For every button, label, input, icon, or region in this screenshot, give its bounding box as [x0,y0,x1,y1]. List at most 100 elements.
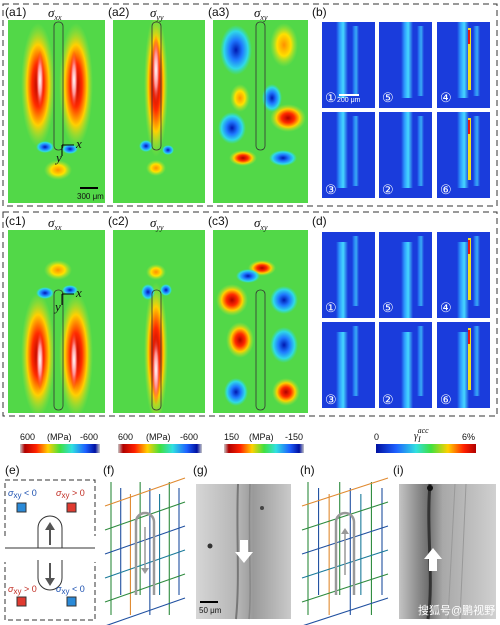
strain-map: ③ [322,112,375,198]
stress-lobe [146,264,166,280]
strain-band [401,112,413,188]
contour-map [213,230,308,413]
strain-map: ① [322,22,375,108]
colorbar-label: 600 [118,432,133,442]
stress-lobe [146,160,166,176]
blobs [139,20,174,176]
symbol: σ [254,215,261,230]
stress-lobe [44,260,72,280]
strain-map: ② [379,322,432,408]
stress-lobe [152,35,160,105]
strain-band [417,26,424,96]
colorbar-label: -150 [285,432,303,442]
contour-map [8,230,105,413]
particle [427,485,433,491]
panel-title: σxy [254,5,268,22]
symbol: σ [8,584,14,594]
symbol: σ [48,215,55,230]
stress-label: σxy > 0 [56,488,85,500]
colorbar-label: 6% [462,432,475,442]
subscript: xy [13,491,21,500]
colorbar-label: 600 [20,432,35,442]
stress-lobe [162,145,174,155]
marker: ① [325,90,337,105]
element-square [16,596,27,607]
stress-label: σxy < 0 [56,584,85,596]
strain-map: ⑥ [437,322,490,408]
subscript: xy [259,223,268,232]
stress-lobe [139,140,153,152]
subscript: yy [155,13,164,22]
symbol: σ [56,488,62,498]
marker: ④ [440,90,452,105]
colorbar-title: γIacc [414,426,429,444]
strain-band [457,332,469,408]
strain-band [352,116,359,186]
particle [260,506,264,510]
panel-label: (a2) [108,5,129,19]
symbol: σ [8,488,14,498]
panel-title: σyy [150,5,164,22]
strain-band [336,112,348,188]
axis-label: y [53,299,61,314]
blobs [218,23,306,166]
colorbar [20,444,100,453]
stress-lobe [141,284,155,300]
stress-lobe [44,160,72,180]
relation: > 0 [69,488,84,498]
dashed-frame [2,211,498,417]
slip-band [248,483,251,620]
subscript: xy [61,491,69,500]
stress-label: σxy < 0 [8,488,37,500]
scale-bar-label: 300 μm [77,192,104,201]
strain-band [401,242,413,318]
symbol: σ [150,5,157,20]
subscript: xx [53,13,62,22]
arrow-head [45,522,55,530]
slot [37,560,63,591]
slip-line [106,597,186,625]
stress-lobe [62,144,78,154]
strain-peak [468,120,470,134]
strain-map: ④ [437,232,490,318]
strain-peak [468,328,471,390]
marker: ③ [325,182,337,197]
panel-label: (g) [193,463,208,477]
dashed-frame [2,3,498,207]
direction-arrow [235,540,253,563]
stress-lobe [262,84,282,112]
direction-arrow [424,548,442,571]
marker: ⑥ [440,182,452,197]
stress-lobe [220,25,252,75]
slip-line [301,573,389,603]
colorbar [376,444,476,453]
colorbar-unit: (MPa) [47,432,72,442]
colorbar [224,444,304,453]
strain-band [457,112,469,188]
marker: ⑤ [382,300,394,315]
marker: ④ [440,300,452,315]
stress-lobe [36,141,54,153]
stress-lobe [270,23,298,67]
subscript: xy [61,587,69,596]
stress-lobe [36,287,54,299]
map-background [322,232,375,318]
axis-label: x [75,136,82,151]
stress-lobe [152,335,160,405]
contour-map [213,20,308,203]
colorbar-label: -600 [180,432,198,442]
notch [134,511,156,595]
slip-line [301,501,389,531]
stress-lobe [272,378,300,406]
subscript: xy [259,13,268,22]
axis-label: y [54,150,62,165]
panel-label: (c3) [208,214,229,228]
strain-map: ③ [322,322,375,408]
arrow-head [141,568,149,574]
element-square [66,502,77,513]
panel-label: (h) [300,463,315,477]
stress-lobe [218,112,246,144]
stress-lobe [269,150,297,166]
stress-lobe [70,50,78,110]
marker: ② [382,392,394,407]
